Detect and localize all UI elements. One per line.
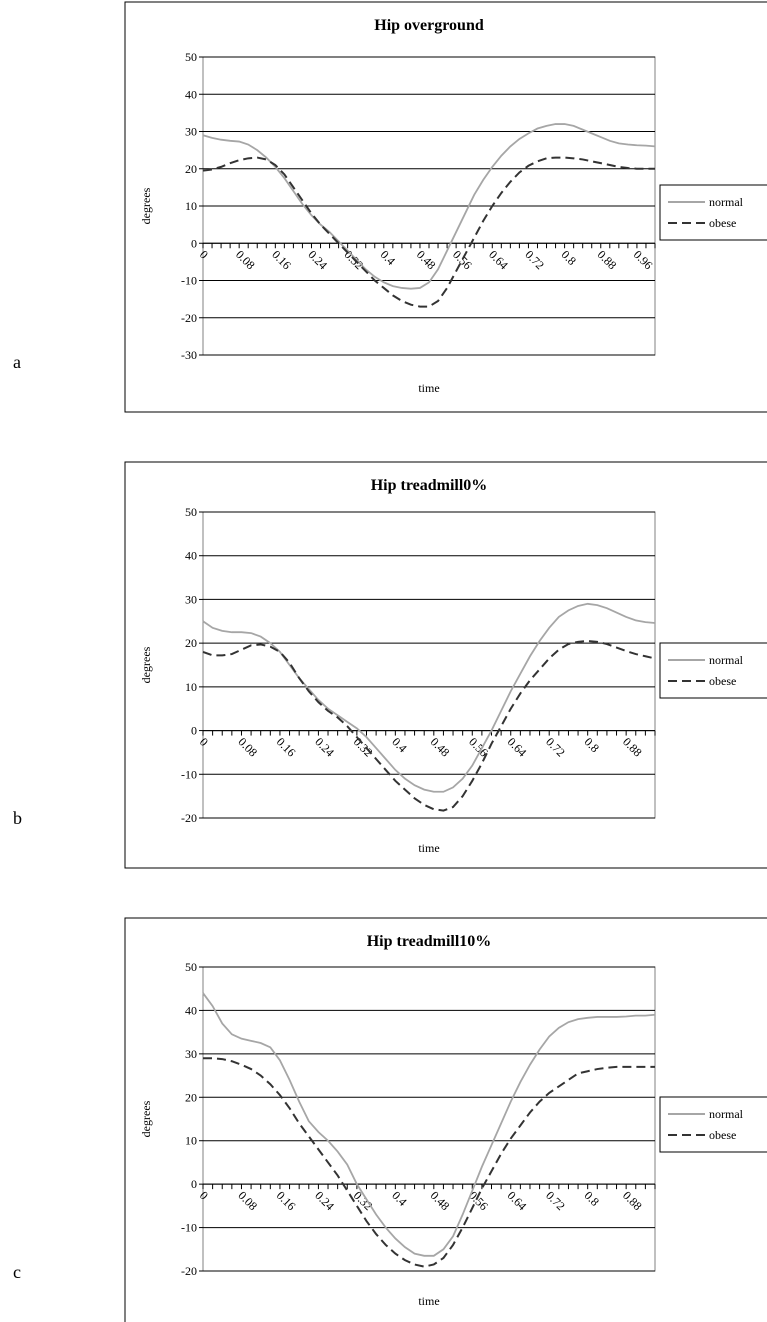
legend-box [660,185,767,240]
legend-label: obese [709,674,736,688]
y-axis-label: degrees [139,1100,153,1137]
y-tick-label: 20 [185,162,197,176]
panel-label: a [13,352,21,372]
chart-title: Hip treadmill0% [371,477,488,494]
y-tick-label: 20 [185,636,197,650]
legend-box [660,1097,767,1152]
legend-label: obese [709,1128,736,1142]
document: Hip overgrounda-30-20-100102030405000.08… [0,0,767,1322]
y-tick-label: 10 [185,199,197,213]
legend-label: normal [709,195,744,209]
x-axis-label: time [418,841,439,855]
y-tick-label: -20 [181,1264,197,1278]
y-tick-label: 40 [185,1003,197,1017]
y-tick-label: 30 [185,125,197,139]
legend-box [660,643,767,698]
y-tick-label: -10 [181,1221,197,1235]
y-tick-label: 50 [185,505,197,519]
y-tick-label: 10 [185,1134,197,1148]
y-axis-label: degrees [139,646,153,683]
panel-label: b [13,808,22,828]
y-tick-label: 0 [191,236,197,250]
y-tick-label: 20 [185,1090,197,1104]
y-axis-label: degrees [139,187,153,224]
y-tick-label: -20 [181,311,197,325]
chart-title: Hip treadmill10% [367,933,492,950]
y-tick-label: 0 [191,1177,197,1191]
x-axis-label: time [418,1294,439,1308]
legend-label: obese [709,216,736,230]
y-tick-label: 30 [185,592,197,606]
y-tick-label: 40 [185,87,197,101]
panel-label: c [13,1262,21,1282]
chart-title: Hip overground [374,17,484,34]
legend-label: normal [709,653,744,667]
y-tick-label: -10 [181,274,197,288]
y-tick-label: -30 [181,348,197,362]
y-tick-label: 30 [185,1047,197,1061]
page: {"chart_data": [ {"type": "line", "panel… [0,0,767,1322]
y-tick-label: 10 [185,680,197,694]
y-tick-label: 40 [185,549,197,563]
y-tick-label: 50 [185,960,197,974]
y-tick-label: 50 [185,50,197,64]
y-tick-label: -20 [181,811,197,825]
y-tick-label: 0 [191,724,197,738]
y-tick-label: -10 [181,767,197,781]
legend-label: normal [709,1107,744,1121]
x-axis-label: time [418,381,439,395]
